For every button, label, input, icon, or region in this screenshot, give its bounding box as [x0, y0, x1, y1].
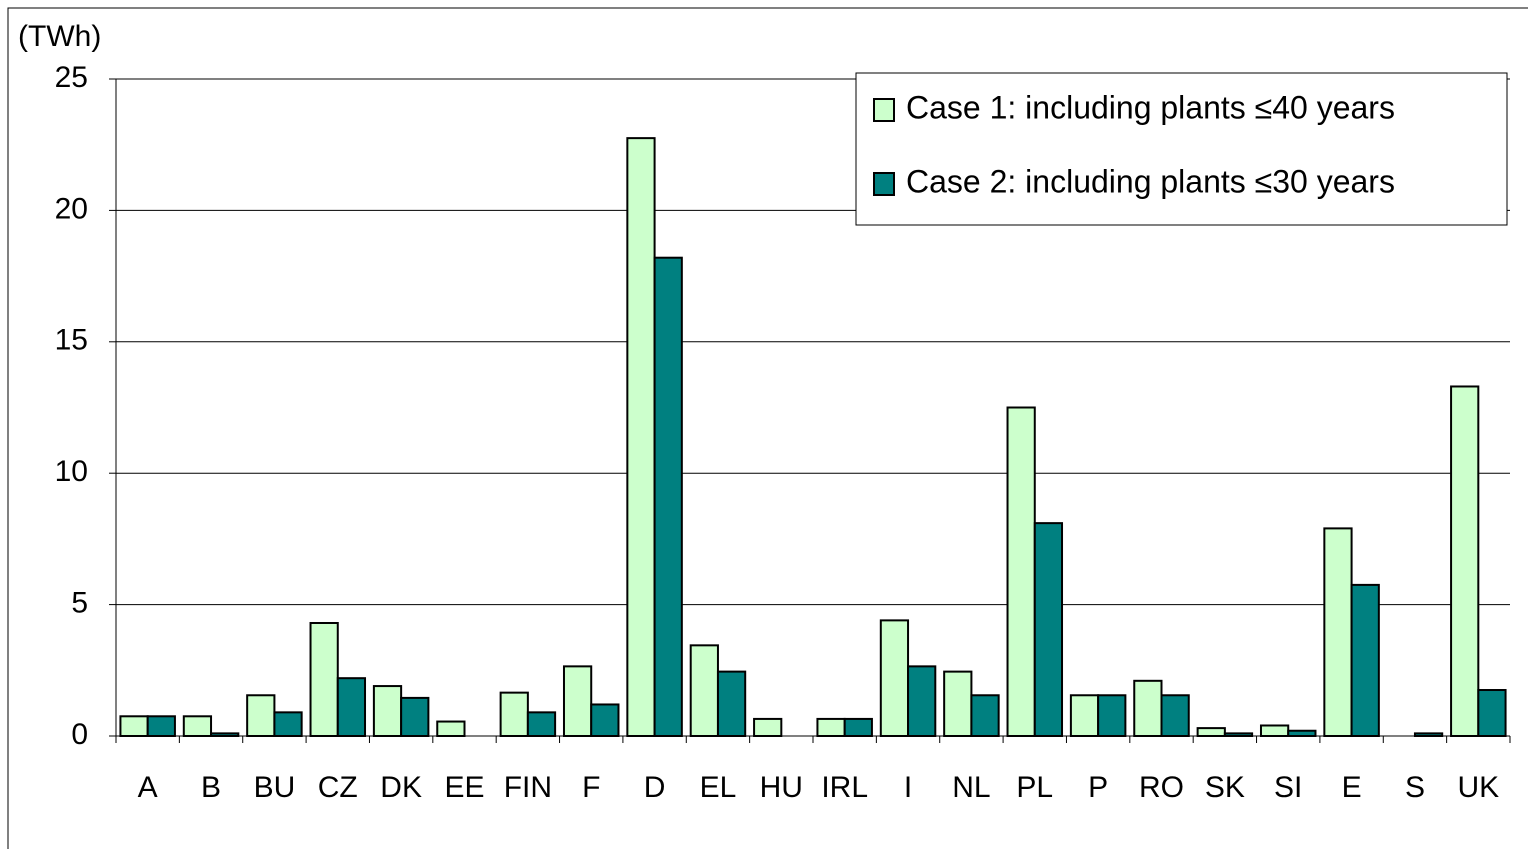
x-tick-label: FIN [504, 771, 552, 804]
bar [526, 711, 557, 738]
y-tick-label: 25 [55, 61, 88, 94]
bar [1033, 522, 1064, 738]
y-tick-label: 20 [55, 192, 88, 225]
x-tick-label: S [1405, 771, 1425, 804]
bar [499, 691, 529, 737]
bar [1287, 729, 1317, 738]
y-tick-label: 0 [71, 718, 88, 751]
x-tick-label: PL [1016, 771, 1053, 804]
bar [119, 715, 149, 737]
bar [182, 715, 213, 737]
y-tick-label: 5 [71, 587, 88, 620]
y-tick-label: 10 [55, 455, 88, 488]
bar [753, 717, 783, 738]
y-tick-label: 15 [55, 324, 88, 357]
x-tick-label: B [201, 771, 221, 804]
x-tick-label: I [904, 771, 912, 804]
legend-label: Case 1: including plants ≤40 years [906, 89, 1395, 125]
bar [689, 644, 719, 737]
x-tick-label: EE [444, 771, 484, 804]
bar [907, 665, 937, 737]
x-tick-label: RO [1139, 771, 1184, 804]
bar [436, 720, 466, 738]
bar [1006, 406, 1036, 737]
x-tick-label: NL [952, 771, 990, 804]
bar [1259, 724, 1290, 737]
x-tick-label: E [1342, 771, 1362, 804]
bar [1196, 727, 1226, 738]
bar [843, 717, 873, 738]
bar [1160, 694, 1190, 737]
chart-frame [7, 7, 1528, 849]
x-tick-label: EL [700, 771, 737, 804]
x-tick-label: IRL [821, 771, 868, 804]
x-tick-label: A [138, 771, 158, 804]
bar [1350, 583, 1380, 738]
x-tick-label: P [1088, 771, 1108, 804]
x-tick-label: F [582, 771, 600, 804]
bar [716, 670, 747, 738]
bar [1133, 679, 1163, 738]
bar [210, 732, 240, 738]
bar [1069, 694, 1100, 737]
x-tick-label: HU [760, 771, 803, 804]
y-axis-label: (TWh) [18, 20, 101, 53]
bar [309, 621, 339, 737]
bar [372, 685, 403, 737]
x-tick-label: DK [380, 771, 422, 804]
bar [970, 694, 1000, 737]
bar [1323, 527, 1353, 737]
x-tick-label: SK [1205, 771, 1245, 804]
x-tick-label: CZ [318, 771, 358, 804]
bar [246, 694, 276, 737]
x-tick-label: UK [1457, 771, 1499, 804]
bar [1450, 385, 1480, 737]
bar [879, 619, 910, 737]
legend-label: Case 2: including plants ≤30 years [906, 163, 1395, 199]
legend-swatch [873, 98, 895, 122]
bar [1477, 689, 1507, 738]
bar [653, 256, 683, 737]
legend-swatch [873, 172, 895, 196]
bar [1413, 732, 1444, 738]
x-tick-label: SI [1274, 771, 1302, 804]
bar [400, 696, 430, 737]
bar [626, 137, 656, 737]
bar [816, 717, 846, 738]
x-tick-label: BU [254, 771, 296, 804]
x-tick-label: D [644, 771, 666, 804]
bar [590, 703, 620, 737]
bar [1097, 694, 1127, 737]
bar [1223, 732, 1254, 738]
bar [562, 665, 593, 737]
legend-box [855, 72, 1508, 226]
bar [273, 711, 303, 738]
bar [146, 715, 176, 737]
bar [943, 670, 973, 738]
bar [336, 677, 367, 738]
